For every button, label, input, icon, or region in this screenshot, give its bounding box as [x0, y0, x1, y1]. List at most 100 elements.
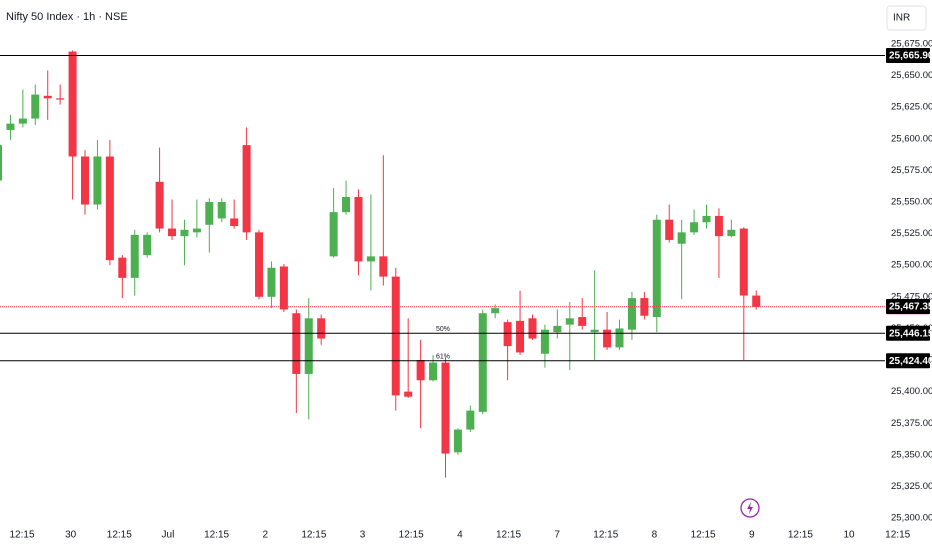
candle-body [528, 318, 537, 339]
candle-body [702, 215, 711, 223]
candle-body [81, 156, 90, 205]
candle-body [590, 329, 599, 333]
x-tick-label: 12:15 [496, 530, 521, 541]
candle-body [553, 325, 562, 333]
candle-body [491, 308, 500, 314]
candle-body [0, 145, 2, 181]
candle-body [342, 196, 351, 213]
x-tick-label: 12:15 [788, 530, 813, 541]
fib-label: 61% [436, 354, 450, 361]
currency[interactable]: INR [893, 13, 910, 24]
candle-body [230, 218, 239, 227]
candle-body [255, 232, 264, 297]
candle-body [329, 212, 338, 257]
candle-body [603, 329, 612, 348]
candle-body [578, 317, 587, 326]
candle-body [118, 257, 127, 278]
x-tick-label: 12:15 [593, 530, 618, 541]
x-tick-label: 12:15 [399, 530, 424, 541]
candle-body [441, 362, 450, 454]
x-tick-label: 9 [749, 530, 755, 541]
x-tick-label: 12:15 [107, 530, 132, 541]
price-box [886, 325, 930, 341]
x-tick-label: 10 [843, 530, 855, 541]
marker-box [886, 298, 930, 314]
candle-body [6, 123, 15, 130]
candle-body [68, 51, 77, 157]
x-tick-label: 12:15 [204, 530, 229, 541]
candle-body [429, 362, 438, 381]
x-tick-label: 2 [262, 530, 268, 541]
y-tick-label: 25,475.00 [891, 291, 932, 302]
y-tick-label: 25,550.00 [891, 197, 932, 208]
x-tick-label: 3 [360, 530, 366, 541]
y-tick-label: 25,350.00 [891, 449, 932, 460]
x-tick-label: 12:15 [301, 530, 326, 541]
candle-body [205, 202, 214, 225]
y-tick-label: 25,500.00 [891, 260, 932, 271]
candle-body [354, 196, 363, 262]
candle-body [503, 322, 512, 347]
candle-body [130, 234, 139, 278]
chart-title: Nifty 50 Index · 1h · NSE [6, 11, 128, 23]
candle-body [93, 156, 102, 205]
candle-body [304, 318, 313, 374]
candle-body [180, 229, 189, 237]
candle-body [317, 318, 326, 339]
candle-body [31, 94, 40, 119]
x-tick-label: 8 [652, 530, 658, 541]
candle-body [192, 228, 201, 233]
candle-body [627, 298, 636, 330]
candle-body [615, 328, 624, 348]
x-tick-label: 12:15 [9, 530, 34, 541]
price-box [886, 47, 930, 63]
candle-body [168, 228, 177, 237]
candle-body [366, 256, 375, 262]
y-tick-label: 25,625.00 [891, 102, 932, 113]
candle-body [752, 295, 761, 307]
price-label: 25,446.15 [889, 328, 932, 339]
y-tick-label: 25,525.00 [891, 228, 932, 239]
candle-body [279, 266, 288, 310]
x-tick-label: 4 [457, 530, 463, 541]
candle-body [727, 229, 736, 237]
candle-body [292, 313, 301, 374]
x-tick-label: 12:15 [885, 530, 910, 541]
candle-body [404, 391, 413, 397]
candle-body [478, 313, 487, 412]
currency-box[interactable] [886, 5, 927, 31]
candle-body [677, 232, 686, 244]
fib-label: 50% [436, 326, 450, 333]
x-tick-label: 12:15 [691, 530, 716, 541]
candle-body [453, 429, 462, 453]
candle-body [714, 215, 723, 237]
price-label: 25,665.90 [889, 51, 932, 62]
candle-body [516, 320, 525, 353]
y-tick-label: 25,375.00 [891, 418, 932, 429]
candle-body [466, 410, 475, 430]
x-tick-label: Jul [162, 530, 175, 541]
candle-body [143, 234, 152, 256]
candle-body [105, 156, 114, 261]
y-tick-label: 25,675.00 [891, 39, 932, 50]
candle-body [665, 219, 674, 240]
price-label: 25,424.40 [889, 356, 932, 367]
candle-body [155, 181, 164, 229]
x-tick-label: 7 [554, 530, 560, 541]
candle-body [267, 267, 276, 297]
candle-body [652, 219, 661, 318]
candle-body [540, 329, 549, 354]
candle-body [379, 256, 388, 277]
lightning-icon[interactable] [740, 498, 760, 518]
candle-body [690, 222, 699, 233]
candle-body [56, 98, 65, 100]
candle-body [565, 318, 574, 325]
marker-label: 25,467.35 [889, 302, 932, 313]
candle-body [242, 145, 251, 233]
y-tick-label: 25,650.00 [891, 70, 932, 81]
y-tick-label: 25,325.00 [891, 481, 932, 492]
y-tick-label: 25,600.00 [891, 133, 932, 144]
y-tick-label: 25,300.00 [891, 513, 932, 524]
